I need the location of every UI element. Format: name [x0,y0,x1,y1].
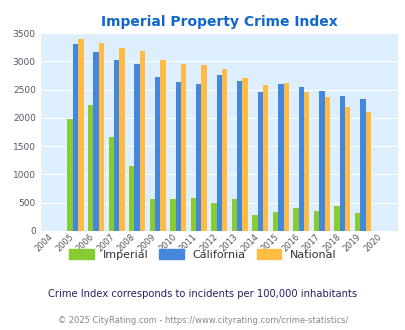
Bar [201,65,206,231]
Bar [242,78,247,231]
Bar [252,214,257,231]
Bar [78,39,83,231]
Bar [114,60,119,231]
Bar [93,52,98,231]
Bar [129,166,134,231]
Bar [98,43,104,231]
Legend: Imperial, California, National: Imperial, California, National [69,249,336,260]
Bar [119,48,124,231]
Bar [298,87,303,231]
Bar [237,81,242,231]
Bar [170,199,175,231]
Bar [359,99,365,231]
Bar [257,92,262,231]
Bar [365,112,370,231]
Text: © 2025 CityRating.com - https://www.cityrating.com/crime-statistics/: © 2025 CityRating.com - https://www.city… [58,316,347,325]
Bar [277,84,283,231]
Bar [175,82,180,231]
Bar [155,77,160,231]
Bar [67,119,72,231]
Bar [216,75,222,231]
Bar [283,83,288,231]
Bar [334,206,339,231]
Bar [134,64,139,231]
Bar [339,96,344,231]
Bar [139,50,145,231]
Bar [272,212,277,231]
Bar [222,69,227,231]
Bar [72,44,78,231]
Bar [190,198,196,231]
Bar [180,64,186,231]
Bar [303,92,309,231]
Bar [211,203,216,231]
Title: Imperial Property Crime Index: Imperial Property Crime Index [100,15,337,29]
Bar [196,84,201,231]
Bar [108,137,114,231]
Bar [324,97,329,231]
Bar [344,107,350,231]
Bar [149,199,155,231]
Bar [354,213,359,231]
Bar [88,105,93,231]
Text: Crime Index corresponds to incidents per 100,000 inhabitants: Crime Index corresponds to incidents per… [48,289,357,299]
Bar [293,208,298,231]
Bar [231,199,237,231]
Bar [262,85,268,231]
Bar [313,211,318,231]
Bar [318,91,324,231]
Bar [160,60,165,231]
